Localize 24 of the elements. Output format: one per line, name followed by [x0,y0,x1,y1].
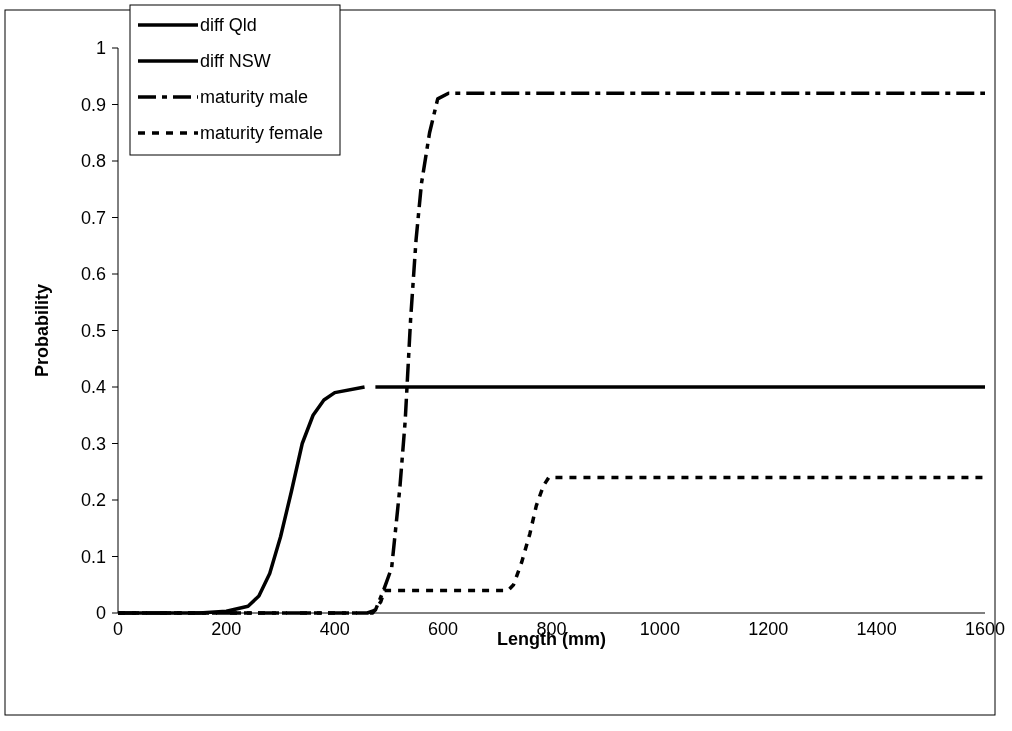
legend-label: maturity male [200,87,309,108]
y-axis-title: Probability [32,283,52,378]
x-tick-label: 400 [319,619,350,639]
y-tick-label: 0.8 [80,151,106,172]
y-tick-label: 0 [95,603,106,624]
legend-label: diff NSW [200,51,271,72]
legend-label: diff Qld [200,15,257,36]
y-tick-label: 0.5 [80,320,106,341]
y-tick-label: 0.3 [80,433,106,454]
legend-label: maturity female [200,123,324,144]
x-tick-label: 200 [211,619,242,639]
x-tick-label: 1200 [748,619,789,639]
y-tick-label: 0.4 [80,377,106,398]
x-tick-label: 600 [428,619,459,639]
x-tick-label: 1400 [856,619,897,639]
x-tick-label: 1000 [639,619,680,639]
x-tick-label: 0 [112,619,124,639]
y-tick-label: 0.9 [80,94,106,115]
y-tick-label: 0.7 [80,207,106,228]
y-tick-label: 0.2 [80,490,106,511]
x-tick-label: 1600 [964,619,1006,639]
y-tick-label: 0.6 [80,264,106,285]
y-tick-label: 0.1 [80,546,106,567]
y-tick-label: 1 [95,38,106,59]
